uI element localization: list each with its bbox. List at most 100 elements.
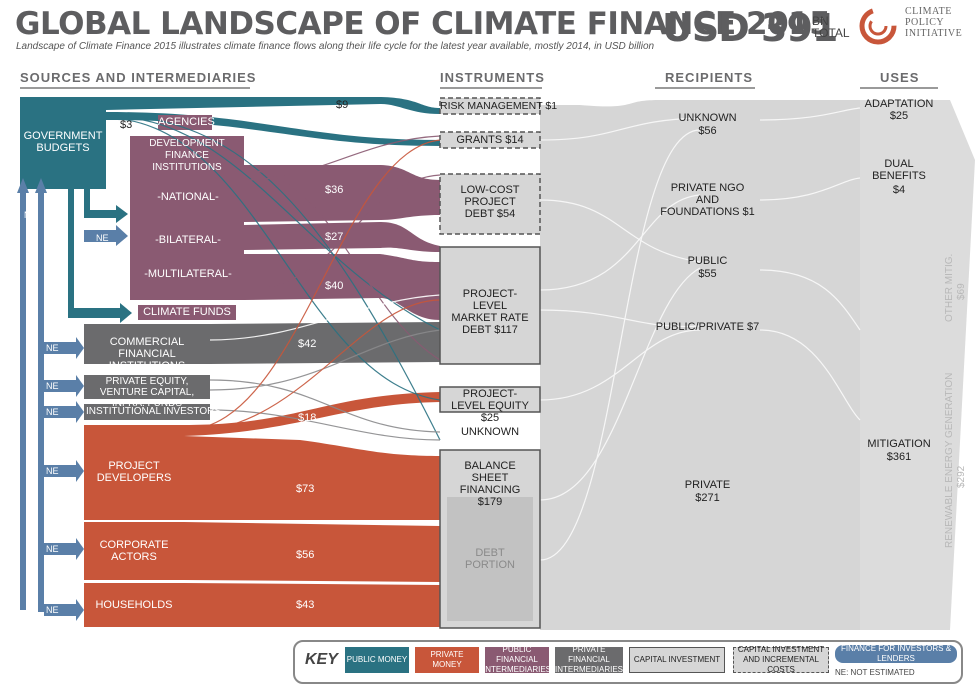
- households-box: [84, 583, 184, 627]
- dfi-multilateral-flow: [244, 254, 440, 320]
- thin-flow-lines: [105, 113, 441, 441]
- unknown-instrument-label: UNKNOWN: [460, 426, 520, 438]
- institutional-box: [84, 404, 210, 420]
- low-cost-debt-label: LOW-COST PROJECT DEBT $54: [460, 184, 520, 220]
- project-developers-label: PROJECT DEVELOPERS: [96, 460, 172, 484]
- ne-label-5: NE: [46, 381, 59, 391]
- recipient-unknown-value: $56: [698, 125, 717, 137]
- government-budgets-label: GOVERNMENT BUDGETS: [23, 130, 103, 154]
- col-recipients: RECIPIENTS: [665, 70, 754, 85]
- key-private-money: PRIVATE MONEY: [415, 647, 479, 673]
- key-title: KEY: [305, 651, 338, 668]
- value-bilateral: $27: [325, 231, 344, 243]
- use-renewable-label: RENEWABLE ENERGY GENERATION: [944, 372, 955, 548]
- national-label: -NATIONAL-: [157, 191, 219, 203]
- page-title: GLOBAL LANDSCAPE OF CLIMATE FINANCE 2015: [15, 6, 831, 42]
- grants-label: GRANTS $14: [456, 134, 524, 146]
- multilateral-label: -MULTILATERAL-: [144, 268, 232, 280]
- recipient-public-value: $55: [698, 268, 717, 280]
- ne-label-3: NE: [96, 233, 109, 243]
- agencies-box: [158, 115, 212, 130]
- dfi-box: [130, 136, 244, 300]
- ne-label-4: NE: [46, 343, 59, 353]
- use-mitigation-label: MITIGATION: [867, 438, 931, 450]
- dfi-bilateral-flow: [244, 222, 440, 252]
- recipient-ngo-label: PRIVATE NGO AND FOUNDATIONS $1: [660, 182, 755, 218]
- project-equity-box: [439, 386, 541, 413]
- dfi-label: DEVELOPMENT FINANCE INSTITUTIONS: [149, 138, 225, 173]
- recipient-unknown-label: UNKNOWN: [678, 112, 737, 124]
- project-developers-flow: [184, 436, 440, 520]
- org-line-1: CLIMATE: [905, 6, 952, 17]
- recipient-public-private-label: PUBLIC/PRIVATE $7: [655, 321, 760, 333]
- col-uses-rule: [860, 87, 938, 89]
- ne-label-2: NE: [49, 210, 62, 220]
- value-agencies-grants: $9: [336, 99, 349, 111]
- use-other-mitig-label: OTHER MITIG.: [944, 253, 955, 322]
- ne-label-6: NE: [46, 407, 59, 417]
- government-flow-top: [106, 97, 440, 114]
- col-sources: SOURCES AND INTERMEDIARIES: [20, 70, 257, 85]
- cpi-name: CLIMATE POLICY INITIATIVE: [905, 6, 962, 39]
- key-public-money: PUBLIC MONEY: [345, 647, 409, 673]
- value-multilateral: $40: [325, 280, 344, 292]
- ne-arrows: [17, 178, 84, 621]
- key-capital-investment: CAPITAL INVESTMENT: [629, 647, 725, 673]
- total-value: USD 391: [662, 6, 838, 50]
- value-corporate: $56: [296, 549, 315, 561]
- government-to-climate-funds: [68, 189, 132, 323]
- ne-label-9: NE: [46, 605, 59, 615]
- use-adaptation-label: ADAPTATION: [864, 98, 934, 110]
- climate-funds-label: CLIMATE FUNDS: [143, 306, 231, 318]
- government-bilateral-arrow: [84, 225, 128, 246]
- flow-uses-arrow: [860, 100, 975, 630]
- project-developers-box: [84, 425, 184, 520]
- use-other-mitig-value: $69: [956, 283, 967, 300]
- ne-label-7: NE: [46, 466, 59, 476]
- commercial-fi-label: COMMERCIAL FINANCIAL INSTITUTIONS: [108, 336, 186, 372]
- private-equity-label: PRIVATE EQUITY, VENTURE CAPITAL, INFRA. …: [99, 376, 195, 409]
- corporate-flow: [184, 522, 440, 582]
- government-to-dfi-arrow: [84, 189, 128, 223]
- project-equity-label: PROJECT-LEVEL EQUITY $25: [451, 388, 529, 424]
- org-line-3: INITIATIVE: [905, 28, 963, 39]
- ne-label-1: NE: [24, 210, 37, 220]
- flow-instruments-to-recipients: [540, 100, 860, 630]
- ne-label-8: NE: [46, 544, 59, 554]
- legend-key: KEY PUBLIC MONEY PRIVATE MONEY PUBLIC FI…: [293, 640, 963, 684]
- commercial-fi-flow: [210, 322, 440, 364]
- use-adaptation-value: $25: [889, 110, 909, 122]
- recipient-public-label: PUBLIC: [687, 255, 728, 267]
- commercial-fi-box: [84, 324, 210, 364]
- value-private-equity: $18: [298, 412, 317, 424]
- low-cost-debt-box: [439, 173, 541, 235]
- households-flow: [184, 583, 440, 627]
- use-dual-value: $4: [892, 184, 906, 196]
- institutional-label: INSTITUTIONAL INVESTORS: [86, 406, 222, 417]
- market-rate-debt-label: PROJECT-LEVEL MARKET RATE DEBT $117: [451, 288, 529, 336]
- agencies-label: AGENCIES: [158, 116, 215, 128]
- value-national: $36: [325, 184, 344, 196]
- use-dual-label: DUAL BENEFITS: [872, 158, 926, 182]
- bilateral-label: -BILATERAL-: [155, 234, 221, 246]
- grey-flows: [540, 100, 975, 630]
- use-mitigation-value: $361: [886, 451, 912, 463]
- corporate-actors-box: [84, 522, 184, 580]
- col-uses: USES: [880, 70, 920, 85]
- use-renewable-value: $292: [956, 465, 967, 488]
- cpi-logo-icon: [859, 7, 897, 45]
- debt-portion-box: [447, 497, 533, 621]
- key-private-fi: PRIVATE FINANCIAL INTERMEDIARIES: [555, 645, 624, 674]
- value-households: $43: [296, 599, 315, 611]
- private-equity-flow: [184, 392, 440, 436]
- total-unit-total: TOTAL: [812, 26, 850, 40]
- col-instruments: INSTRUMENTS: [440, 70, 545, 85]
- balance-sheet-label: BALANCE SHEET FINANCING $179: [459, 460, 521, 508]
- debt-portion-label: DEBT PORTION: [465, 547, 515, 571]
- corporate-actors-label: CORPORATE ACTORS: [99, 539, 169, 563]
- page-subtitle: Landscape of Climate Finance 2015 illust…: [16, 41, 655, 52]
- col-recipients-rule: [655, 87, 755, 89]
- government-budgets-box: [20, 97, 106, 189]
- market-rate-debt-box: [439, 246, 541, 365]
- grants-box: [439, 131, 541, 149]
